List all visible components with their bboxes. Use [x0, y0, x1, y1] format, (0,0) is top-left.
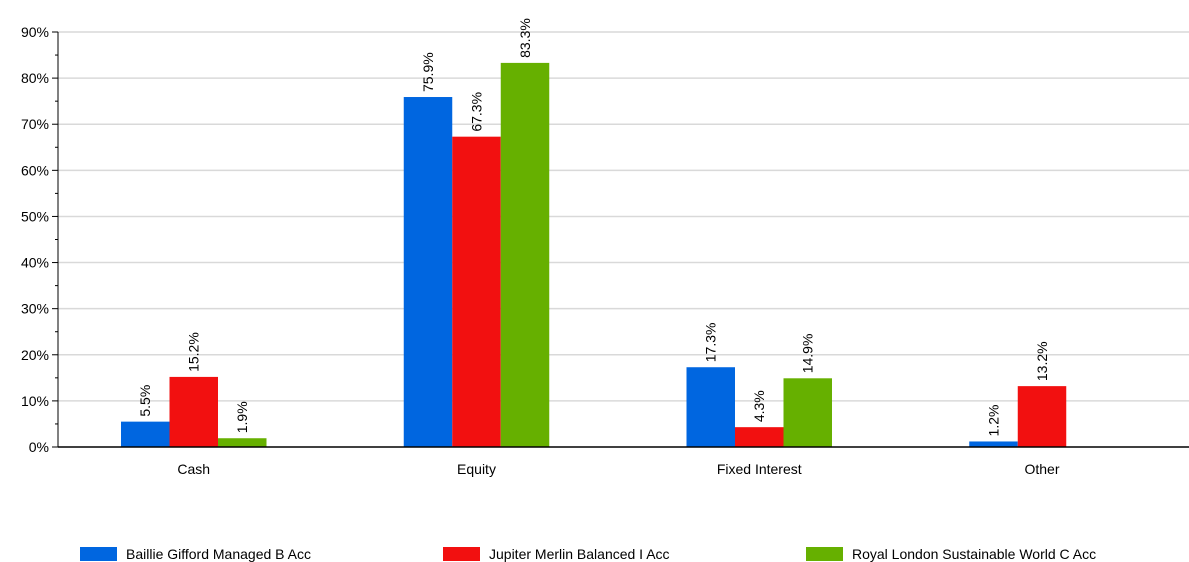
data-label: 4.3% [751, 390, 767, 422]
x-category-label: Equity [457, 461, 496, 477]
y-tick-label: 0% [29, 439, 49, 455]
data-label: 13.2% [1034, 341, 1050, 381]
bar [169, 376, 218, 447]
y-tick-label: 20% [21, 347, 49, 363]
bar [121, 421, 170, 447]
legend-label: Royal London Sustainable World C Acc [852, 546, 1096, 562]
x-category-label: Other [1024, 461, 1059, 477]
bar [783, 378, 832, 447]
x-category-label: Cash [177, 461, 210, 477]
y-tick-label: 30% [21, 301, 49, 317]
legend: Baillie Gifford Managed B Acc Jupiter Mer… [80, 546, 1096, 562]
bars [121, 62, 1115, 448]
data-label: 67.3% [469, 92, 485, 132]
gridlines [58, 31, 1189, 402]
x-axis: Cash Equity Fixed Interest Other [58, 446, 1189, 477]
bar [686, 367, 735, 447]
bar [403, 97, 453, 448]
legend-swatch [806, 547, 843, 561]
data-labels: 5.5% 15.2% 1.9% 75.9% 67.3% 83.3% 17.3% 4.3% 14.… [137, 18, 1050, 436]
data-label: 17.3% [703, 323, 719, 363]
legend-swatch [80, 547, 117, 561]
bar [969, 441, 1018, 447]
data-label: 5.5% [137, 385, 153, 417]
data-label: 83.3% [517, 18, 533, 58]
bar [500, 62, 550, 448]
data-label: 1.2% [986, 405, 1002, 437]
y-tick-label: 50% [21, 208, 49, 224]
y-tick-label: 70% [21, 116, 49, 132]
y-axis: 0% 10% 20% 30% 40% 50% 60% 70% 80% 90% [21, 24, 59, 455]
legend-label: Jupiter Merlin Balanced I Acc [489, 546, 670, 562]
bar [735, 427, 784, 447]
bar [1017, 386, 1067, 447]
y-tick-label: 40% [21, 255, 49, 271]
y-tick-label: 60% [21, 162, 49, 178]
legend-swatch [443, 547, 480, 561]
y-tick-label: 80% [21, 70, 49, 86]
bar [452, 136, 501, 447]
data-label: 15.2% [186, 332, 202, 372]
data-label: 14.9% [800, 334, 816, 374]
data-label: 1.9% [234, 401, 250, 433]
x-category-label: Fixed Interest [717, 461, 802, 477]
y-tick-label: 10% [21, 393, 49, 409]
data-label: 75.9% [420, 52, 436, 92]
legend-label: Baillie Gifford Managed B Acc [126, 546, 311, 562]
bar [218, 438, 267, 447]
y-tick-label: 90% [21, 24, 49, 40]
